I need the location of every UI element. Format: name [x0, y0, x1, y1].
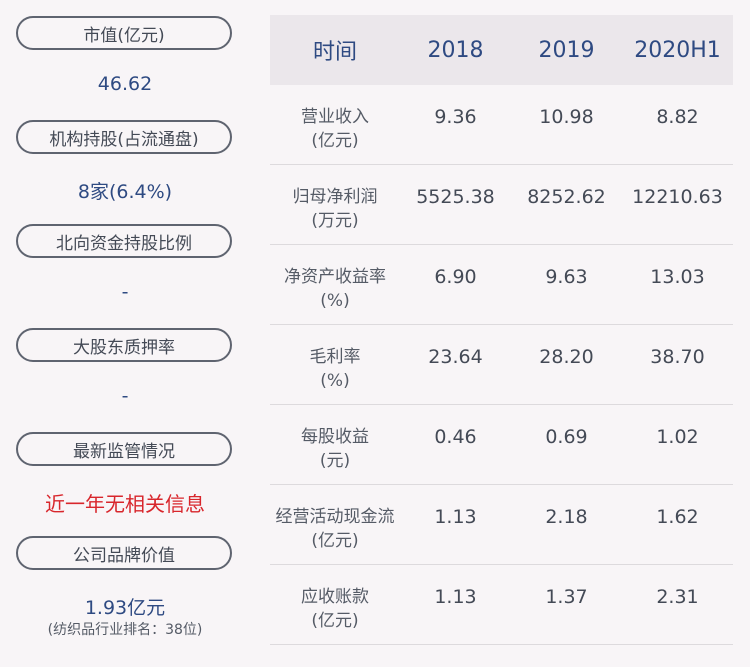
row-label: 营业收入 (亿元)	[301, 107, 369, 151]
table-cell: 6.90	[434, 266, 477, 288]
table-cell: 13.03	[650, 266, 705, 288]
table-header: 时间 2018 2019 2020H1	[270, 15, 733, 85]
header-year: 2018	[427, 37, 484, 63]
table-cell: 12210.63	[632, 186, 723, 208]
table-row: 归母净利润 (万元) 5525.38 8252.62 12210.63	[270, 165, 733, 245]
table-cell: 1.02	[656, 426, 699, 448]
table-cell: 0.46	[434, 426, 477, 448]
table-cell: 1.13	[434, 506, 477, 528]
table-cell: 1.13	[434, 586, 477, 608]
left-summary-panel: 市值(亿元) 46.62 机构持股(占流通盘) 8家(6.4%) 北向资金持股比…	[0, 0, 250, 667]
northbound-ratio-label: 北向资金持股比例	[16, 224, 232, 258]
table-cell: 8252.62	[527, 186, 606, 208]
brand-value-value: 1.93亿元	[84, 597, 166, 619]
row-label: 归母净利润 (万元)	[292, 187, 378, 231]
table-cell: 28.20	[539, 346, 594, 368]
row-label: 经营活动现金流 (亿元)	[275, 507, 395, 551]
row-label: 每股收益 (元)	[301, 427, 369, 471]
table-cell: 38.70	[650, 346, 705, 368]
brand-value-label: 公司品牌价值	[16, 536, 232, 570]
table-cell: 2.31	[656, 586, 699, 608]
table-cell: 23.64	[428, 346, 483, 368]
table-row: 净资产收益率 (%) 6.90 9.63 13.03	[270, 245, 733, 325]
table-cell: 1.62	[656, 506, 699, 528]
market-cap-value: 46.62	[97, 73, 153, 95]
table-cell: 0.69	[545, 426, 588, 448]
table-row: 营业收入 (亿元) 9.36 10.98 8.82	[270, 85, 733, 165]
row-label: 毛利率 (%)	[309, 347, 361, 391]
header-period: 时间	[312, 40, 357, 65]
regulation-status-label: 最新监管情况	[16, 432, 232, 466]
table-cell: 10.98	[539, 106, 594, 128]
row-label: 应收账款 (亿元)	[301, 587, 369, 631]
table-cell: 8.82	[656, 106, 699, 128]
pledge-ratio-value: -	[121, 385, 129, 407]
table-row: 应收账款 (亿元) 1.13 1.37 2.31	[270, 565, 733, 645]
table-cell: 5525.38	[416, 186, 495, 208]
northbound-ratio-value: -	[121, 281, 129, 303]
financial-table: 时间 2018 2019 2020H1 营业收入 (亿元) 9.36 10.98 …	[270, 15, 733, 645]
institutional-holding-label: 机构持股(占流通盘)	[16, 120, 232, 154]
regulation-status-value: 近一年无相关信息	[45, 492, 205, 516]
market-cap-label: 市值(亿元)	[16, 16, 232, 50]
institutional-holding-value: 8家(6.4%)	[77, 181, 173, 203]
table-cell: 9.36	[434, 106, 477, 128]
table-row: 经营活动现金流 (亿元) 1.13 2.18 1.62	[270, 485, 733, 565]
table-cell: 1.37	[545, 586, 588, 608]
table-row: 每股收益 (元) 0.46 0.69 1.02	[270, 405, 733, 485]
table-row: 毛利率 (%) 23.64 28.20 38.70	[270, 325, 733, 405]
pledge-ratio-label: 大股东质押率	[16, 328, 232, 362]
table-cell: 9.63	[545, 266, 588, 288]
row-label: 净资产收益率 (%)	[284, 267, 386, 311]
brand-rank-note: (纺织品行业排名：38位)	[47, 622, 203, 638]
header-year: 2020H1	[634, 37, 721, 63]
header-year: 2019	[538, 37, 595, 63]
table-cell: 2.18	[545, 506, 588, 528]
